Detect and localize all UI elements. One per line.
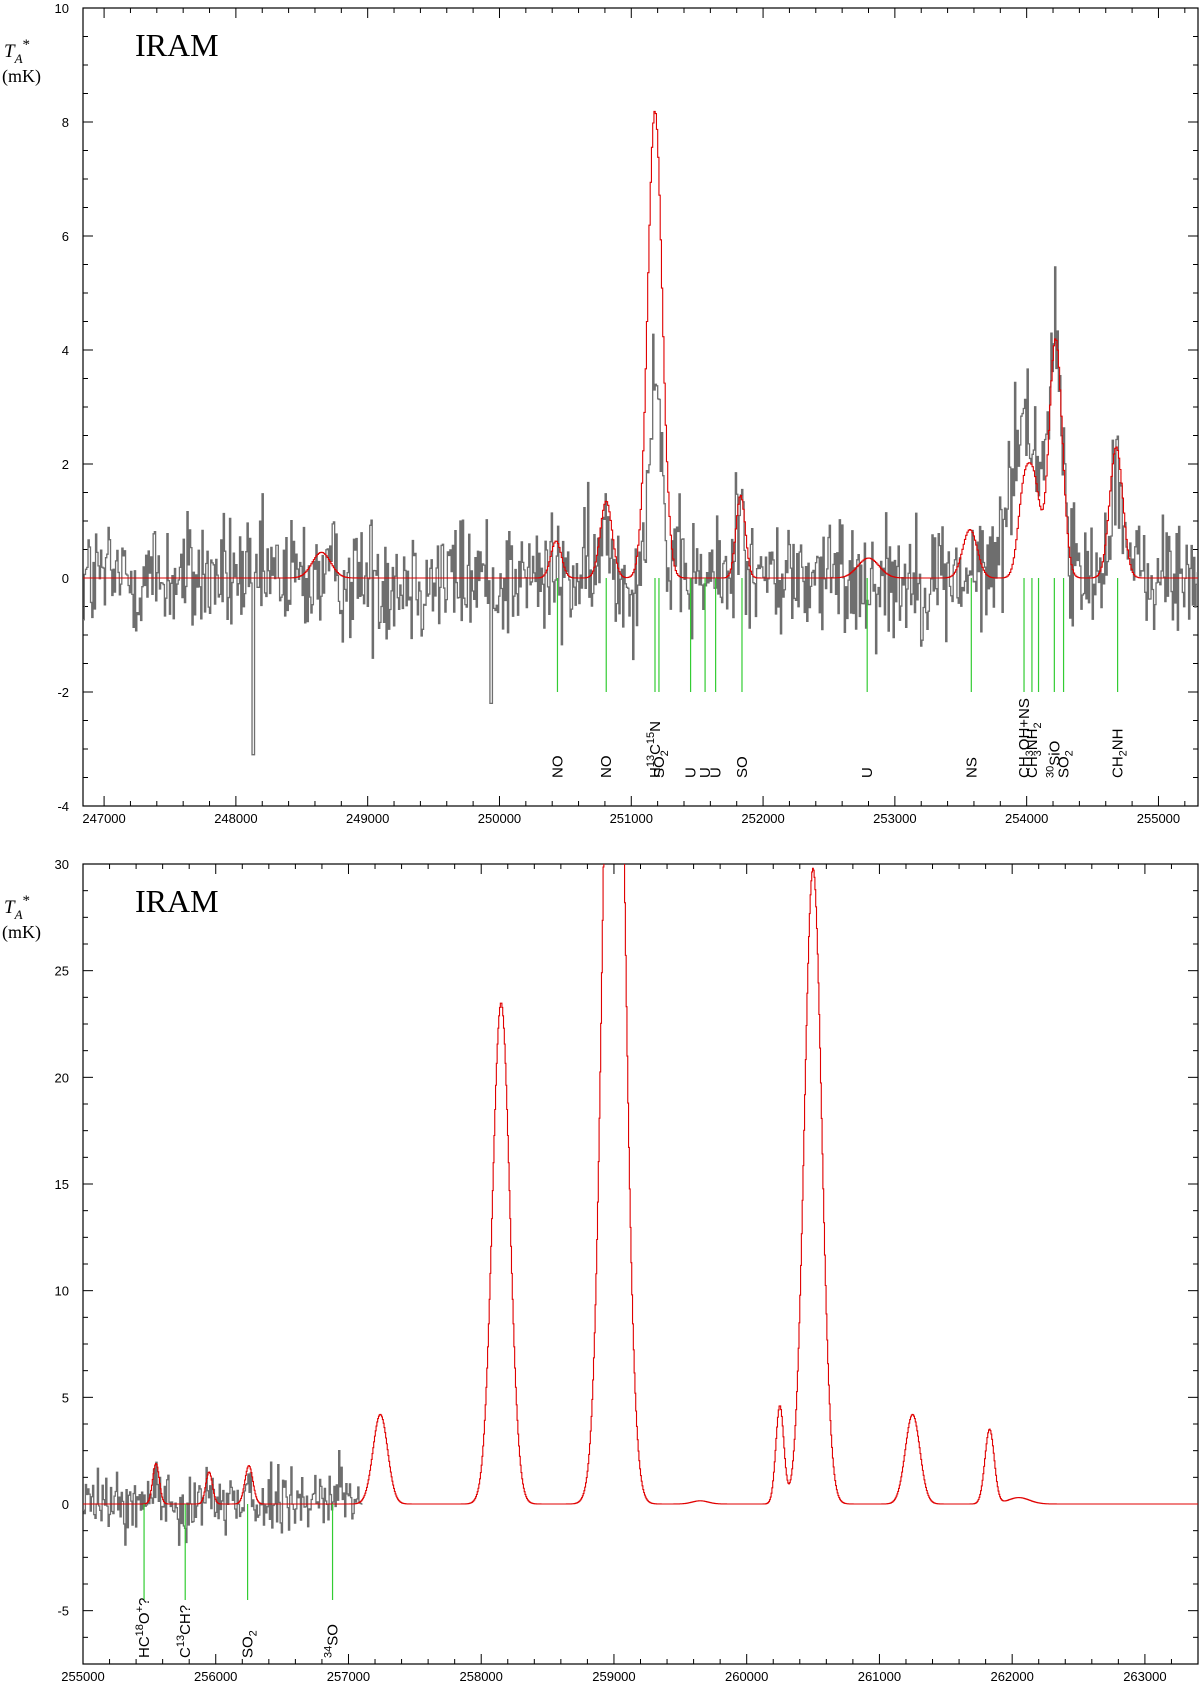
plot-frame	[82, 7, 1199, 807]
y-tick-label: 10	[55, 1, 69, 16]
line-label: CH3NH2	[1024, 722, 1044, 778]
x-tick-label: 257000	[327, 1669, 370, 1684]
y-axis-unit: (mK)	[2, 66, 41, 87]
y-tick-label: 2	[62, 457, 69, 472]
plot-area	[83, 110, 1198, 756]
y-tick-label: 4	[62, 343, 69, 358]
x-tick-label: 254000	[1005, 811, 1048, 826]
line-label: U	[859, 767, 876, 778]
x-tick-label: 256000	[194, 1669, 237, 1684]
x-tick-label: 251000	[610, 811, 653, 826]
lower-spectrum-panel: 255000 256000 257000 258000 259000 260000 2610…	[2, 857, 1199, 1684]
y-tick-label: 10	[55, 1284, 69, 1299]
y-axis-unit: (mK)	[2, 922, 41, 943]
line-label: NO	[598, 756, 615, 779]
y-tick-label: 6	[62, 229, 69, 244]
y-tick-label: -4	[57, 799, 69, 814]
x-tick-label: 259000	[592, 1669, 635, 1684]
plot-area	[83, 864, 1198, 1546]
x-tick-label: 249000	[346, 811, 389, 826]
x-tick-label: 248000	[214, 811, 257, 826]
line-label: SO	[734, 756, 751, 778]
line-label: SO2	[240, 1630, 260, 1658]
y-tick-label: 5	[62, 1390, 69, 1405]
model-spectrum	[83, 110, 1198, 579]
upper-spectrum-panel: 247000 248000 249000 250000 251000 252000 2530…	[2, 1, 1199, 826]
line-label: CH2NH	[1110, 729, 1130, 778]
y-tick-label: 15	[55, 1177, 69, 1192]
panel-label: IRAM	[135, 883, 219, 919]
x-tick-label: 250000	[478, 811, 521, 826]
line-label: U	[708, 767, 725, 778]
x-tick-label: 263000	[1123, 1669, 1166, 1684]
y-tick-label: 25	[55, 964, 69, 979]
y-tick-label: -5	[57, 1604, 69, 1619]
line-label: U	[683, 767, 700, 778]
line-label: 34SO	[323, 1624, 342, 1658]
y-tick-label: 20	[55, 1070, 69, 1085]
x-tick-label: 253000	[873, 811, 916, 826]
line-label: NS	[963, 757, 980, 778]
y-tick-label: 0	[62, 571, 69, 586]
line-label: 30SiO	[1044, 741, 1063, 778]
observed-spectrum	[83, 266, 1198, 756]
line-label: SO2	[1056, 750, 1076, 778]
model-spectrum	[83, 864, 1198, 1505]
x-tick-label: 262000	[990, 1669, 1033, 1684]
x-tick-label: 258000	[460, 1669, 503, 1684]
y-tick-label: 8	[62, 115, 69, 130]
x-tick-label: 260000	[725, 1669, 768, 1684]
observed-spectrum	[83, 1450, 363, 1546]
line-label: C13CH?	[175, 1605, 194, 1658]
line-label: NO	[549, 756, 566, 779]
x-tick-label: 247000	[82, 811, 125, 826]
y-axis-label: TA*	[4, 37, 30, 66]
x-tick-label: 255000	[1137, 811, 1180, 826]
line-label: CH3OH+NS	[1016, 698, 1036, 778]
x-tick-label: 252000	[741, 811, 784, 826]
y-axis-label: TA*	[4, 893, 30, 922]
y-tick-label: 30	[55, 857, 69, 872]
x-tick-label: 261000	[858, 1669, 901, 1684]
line-label: HC18O+?	[134, 1598, 153, 1658]
line-label: U	[697, 767, 714, 778]
y-tick-label: 0	[62, 1497, 69, 1512]
x-tick-label: 255000	[61, 1669, 104, 1684]
y-tick-label: -2	[57, 685, 69, 700]
plot-frame	[82, 863, 1199, 1665]
line-label: H13C15N	[645, 721, 664, 778]
line-label: SO2	[651, 750, 671, 778]
panel-label: IRAM	[135, 27, 219, 63]
